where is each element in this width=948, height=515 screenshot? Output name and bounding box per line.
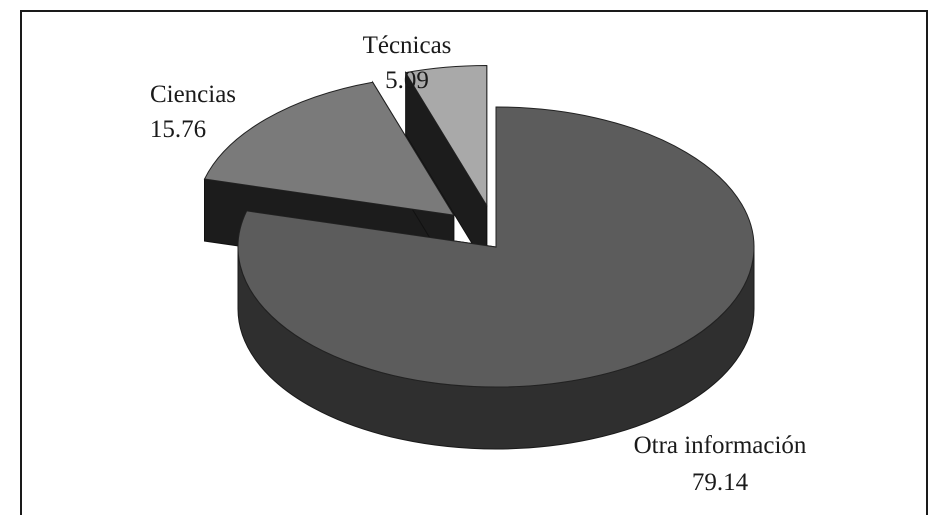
slice-label-otra-informacion: Otra información (634, 432, 807, 459)
slice-value-tecnicas: 5.09 (385, 67, 429, 94)
slice-label-ciencias: Ciencias (150, 81, 236, 108)
slice-label-tecnicas: Técnicas (363, 32, 452, 59)
slice-top-ciencias (203, 81, 455, 216)
slice-value-otra-informacion: 79.14 (692, 469, 749, 496)
pie-slice-otra-informacion (237, 106, 755, 450)
slice-top-tecnicas (404, 65, 488, 208)
slice-top-otra-informacion (237, 106, 755, 388)
chart-frame (20, 10, 928, 515)
pie-slices (203, 65, 755, 450)
slice-value-ciencias: 15.76 (150, 116, 206, 143)
